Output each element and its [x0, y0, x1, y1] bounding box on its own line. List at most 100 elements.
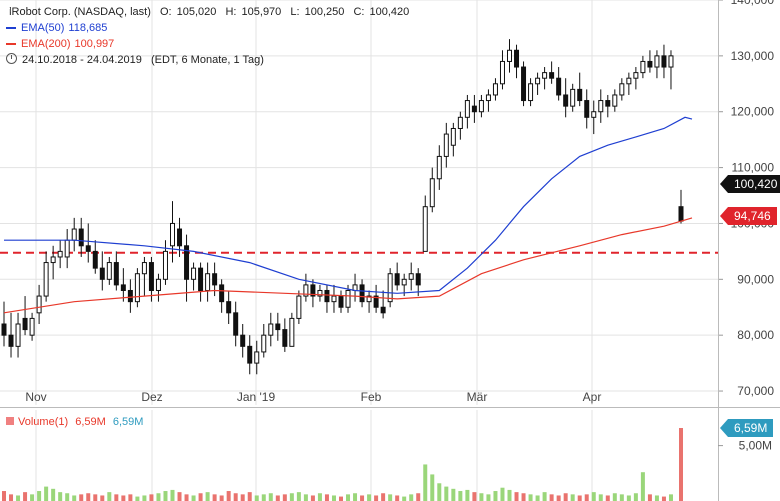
volume-bar [331, 495, 336, 501]
candle-body [640, 60, 646, 74]
legend-ema200-row: EMA(200) 100,997 [6, 36, 409, 52]
x-tick-label: Jan '19 [237, 390, 276, 404]
candle-body [212, 273, 218, 286]
volume-bar [444, 486, 449, 501]
volume-bar [100, 495, 105, 501]
volume-bar [423, 464, 428, 501]
y-tick-label: 110,000 [732, 161, 775, 175]
volume-bar [324, 494, 329, 501]
candle-body [394, 273, 400, 286]
candle-body [205, 273, 211, 291]
ema50-line [4, 116, 693, 294]
volume-bar [661, 496, 666, 501]
candle-body [556, 77, 562, 96]
volume-bar [626, 495, 631, 501]
candle-body [106, 262, 112, 280]
candle-body [71, 228, 77, 241]
low-value: 100,250 [304, 6, 345, 18]
candle-body [261, 334, 267, 353]
candle-body [612, 94, 618, 107]
volume-bar [247, 492, 252, 501]
volume-bar [282, 494, 287, 501]
volume-bar [9, 494, 14, 501]
candle-body [678, 206, 684, 222]
volume-bar [612, 493, 617, 501]
candle-body [408, 273, 414, 280]
level-price-tag: 94,746 [720, 207, 777, 225]
volume-bar [205, 492, 210, 501]
volume-bar [556, 495, 561, 501]
volume-label: Volume(1) [18, 416, 69, 428]
candle-body [577, 88, 583, 102]
volume-bar [268, 493, 273, 501]
volume-bar [135, 496, 140, 501]
volume-bar [30, 494, 35, 501]
range-info: (EDT, 6 Monate, 1 Tag) [150, 54, 264, 66]
ema50-value: 118,685 [68, 22, 108, 34]
ema200-value: 100,997 [74, 38, 115, 50]
volume-bar [261, 494, 266, 501]
volume-bar [226, 491, 231, 501]
legend-ema50-row: EMA(50) 118,685 [6, 20, 409, 36]
legend-range-row: 24.10.2018 - 24.04.2019 (EDT, 6 Monate, … [6, 52, 409, 68]
candle-body [542, 72, 548, 79]
chart-grid [0, 0, 718, 501]
candle-body [289, 317, 295, 347]
chart-legend: iRobot Corp. (NASDAQ, last) O: 105,020 H… [6, 4, 409, 68]
volume-bar [156, 493, 161, 501]
candle-body [331, 295, 337, 303]
candle-body [191, 267, 197, 280]
volume-bar [591, 492, 596, 501]
volume-bar [584, 494, 589, 501]
candle-body [303, 284, 309, 297]
volume-bar [577, 495, 582, 501]
volume-bar [535, 495, 540, 501]
candle-body [141, 262, 147, 275]
volume-bar [121, 495, 126, 501]
y-tick-label: 80,000 [737, 328, 774, 342]
ema50-label: EMA(50) [21, 22, 65, 34]
candle-body [661, 55, 667, 68]
y-tick-label: 120,000 [731, 105, 775, 119]
candle-body [36, 295, 42, 314]
volume-bar [37, 491, 42, 501]
volume-bar [128, 494, 133, 501]
candle-body [78, 228, 84, 247]
y-tick-label: 90,000 [737, 272, 774, 286]
close-label: C: [353, 6, 365, 18]
volume-bar [654, 495, 659, 501]
volume-bar [430, 474, 435, 501]
candle-body [134, 273, 140, 303]
volume-bar [402, 496, 407, 501]
volume-bar [16, 495, 21, 501]
candle-body [170, 222, 175, 247]
volume-bar [486, 494, 491, 501]
high-value: 105,970 [241, 6, 282, 18]
volume-bar [521, 493, 526, 501]
volume-bar [472, 492, 477, 501]
clock-icon [6, 53, 17, 64]
x-tick-label: Mär [467, 390, 488, 404]
candle-body [43, 262, 49, 297]
candle-body [401, 278, 407, 286]
volume-bar [465, 489, 470, 501]
volume-bar [353, 493, 358, 501]
volume-bar [79, 494, 84, 501]
volume-value-2: 6,59M [112, 416, 144, 428]
candle-body [464, 100, 470, 118]
volume-bar [451, 488, 456, 501]
candle-body [310, 284, 316, 297]
candle-body [499, 60, 505, 85]
x-tick-label: Dez [141, 390, 162, 404]
volume-bar [679, 428, 683, 501]
last-price-tag: 100,420 [719, 175, 780, 193]
candle-body [387, 273, 393, 303]
ema200-label: EMA(200) [21, 38, 71, 50]
volume-bar [493, 491, 498, 501]
candle-body [633, 72, 639, 79]
instrument-title: iRobot Corp. (NASDAQ, last) [9, 6, 151, 18]
volume-bar [93, 494, 98, 501]
volume-bar [212, 494, 217, 501]
candle-body [422, 206, 428, 252]
volume-bar [409, 494, 414, 501]
